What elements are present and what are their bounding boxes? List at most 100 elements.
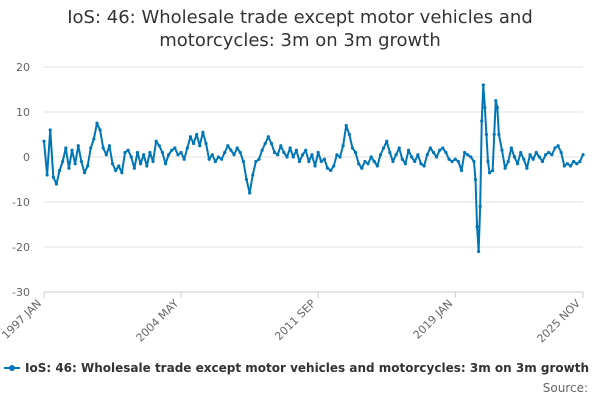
data-point[interactable] bbox=[578, 159, 582, 164]
data-point[interactable] bbox=[132, 166, 136, 170]
data-point[interactable] bbox=[413, 159, 417, 164]
data-point[interactable] bbox=[123, 150, 127, 155]
data-point[interactable] bbox=[481, 83, 485, 87]
data-point[interactable] bbox=[550, 153, 554, 157]
data-point[interactable] bbox=[235, 146, 239, 150]
data-point[interactable] bbox=[173, 146, 177, 150]
data-point[interactable] bbox=[254, 159, 258, 164]
data-point[interactable] bbox=[310, 153, 314, 157]
data-point[interactable] bbox=[487, 171, 492, 175]
data-point[interactable] bbox=[279, 144, 283, 148]
data-point[interactable] bbox=[484, 132, 489, 137]
data-point[interactable] bbox=[495, 105, 499, 110]
data-point[interactable] bbox=[375, 164, 379, 168]
data-point[interactable] bbox=[92, 137, 96, 141]
data-point[interactable] bbox=[459, 168, 464, 173]
data-point[interactable] bbox=[160, 150, 164, 155]
data-point[interactable] bbox=[400, 157, 404, 161]
data-point[interactable] bbox=[163, 162, 168, 166]
data-point[interactable] bbox=[369, 155, 373, 159]
data-point[interactable] bbox=[572, 159, 576, 164]
data-point[interactable] bbox=[191, 141, 196, 146]
data-point[interactable] bbox=[382, 146, 386, 150]
data-point[interactable] bbox=[366, 162, 370, 166]
data-point[interactable] bbox=[260, 148, 264, 152]
data-point[interactable] bbox=[553, 146, 557, 150]
data-point[interactable] bbox=[248, 191, 252, 195]
data-point[interactable] bbox=[210, 153, 214, 157]
data-point[interactable] bbox=[388, 150, 392, 155]
data-point[interactable] bbox=[86, 164, 90, 168]
data-point[interactable] bbox=[107, 144, 112, 148]
data-point[interactable] bbox=[525, 166, 529, 170]
data-point[interactable] bbox=[251, 173, 255, 177]
data-point[interactable] bbox=[335, 153, 339, 157]
data-point[interactable] bbox=[486, 159, 490, 164]
data-point[interactable] bbox=[491, 168, 495, 173]
data-point[interactable] bbox=[353, 150, 358, 155]
data-point[interactable] bbox=[403, 162, 408, 166]
data-point[interactable] bbox=[291, 155, 295, 159]
data-point[interactable] bbox=[534, 150, 538, 155]
data-point[interactable] bbox=[322, 157, 326, 161]
data-point[interactable] bbox=[450, 159, 454, 164]
data-point[interactable] bbox=[540, 159, 545, 164]
data-point[interactable] bbox=[207, 157, 211, 161]
data-point[interactable] bbox=[57, 168, 62, 173]
data-point[interactable] bbox=[559, 150, 563, 155]
data-point[interactable] bbox=[263, 141, 267, 146]
data-point[interactable] bbox=[528, 153, 532, 157]
data-point[interactable] bbox=[157, 144, 161, 148]
data-point[interactable] bbox=[185, 146, 189, 150]
legend[interactable]: IoS: 46: Wholesale trade except motor ve… bbox=[4, 361, 589, 375]
data-point[interactable] bbox=[182, 157, 186, 161]
data-point[interactable] bbox=[416, 153, 420, 157]
data-point[interactable] bbox=[531, 157, 535, 161]
data-point[interactable] bbox=[319, 159, 323, 164]
data-point[interactable] bbox=[357, 162, 361, 166]
data-point[interactable] bbox=[120, 171, 124, 175]
data-point[interactable] bbox=[70, 148, 74, 152]
data-point[interactable] bbox=[204, 141, 208, 146]
data-point[interactable] bbox=[419, 162, 423, 166]
data-point[interactable] bbox=[483, 105, 487, 110]
data-point[interactable] bbox=[198, 144, 202, 148]
data-point[interactable] bbox=[544, 153, 548, 157]
data-point[interactable] bbox=[494, 99, 498, 103]
data-point[interactable] bbox=[216, 155, 221, 159]
data-point[interactable] bbox=[453, 157, 457, 161]
data-point[interactable] bbox=[347, 132, 351, 137]
data-point[interactable] bbox=[378, 153, 383, 157]
data-point[interactable] bbox=[54, 182, 59, 186]
data-point[interactable] bbox=[188, 135, 193, 139]
data-point[interactable] bbox=[232, 153, 236, 157]
data-point[interactable] bbox=[475, 225, 479, 229]
data-point[interactable] bbox=[151, 159, 155, 164]
data-point[interactable] bbox=[391, 159, 395, 164]
data-point[interactable] bbox=[89, 146, 93, 150]
data-point[interactable] bbox=[179, 150, 183, 155]
data-point[interactable] bbox=[282, 150, 286, 155]
data-point[interactable] bbox=[428, 146, 432, 150]
data-point[interactable] bbox=[126, 148, 130, 152]
data-point[interactable] bbox=[515, 162, 520, 166]
data-point[interactable] bbox=[45, 173, 49, 177]
data-point[interactable] bbox=[360, 166, 364, 170]
data-point[interactable] bbox=[294, 148, 298, 152]
data-point[interactable] bbox=[425, 153, 429, 157]
data-point[interactable] bbox=[568, 164, 573, 168]
data-point[interactable] bbox=[466, 153, 470, 157]
data-point[interactable] bbox=[145, 164, 149, 168]
data-point[interactable] bbox=[82, 171, 87, 175]
data-point[interactable] bbox=[154, 139, 158, 143]
data-point[interactable] bbox=[176, 153, 180, 157]
data-point[interactable] bbox=[397, 146, 401, 150]
data-point[interactable] bbox=[509, 146, 513, 150]
data-point[interactable] bbox=[272, 150, 277, 155]
data-point[interactable] bbox=[244, 177, 249, 182]
data-point[interactable] bbox=[338, 155, 342, 159]
data-point[interactable] bbox=[73, 162, 77, 166]
data-point[interactable] bbox=[472, 159, 476, 164]
data-point[interactable] bbox=[67, 166, 71, 170]
data-point[interactable] bbox=[385, 139, 389, 143]
